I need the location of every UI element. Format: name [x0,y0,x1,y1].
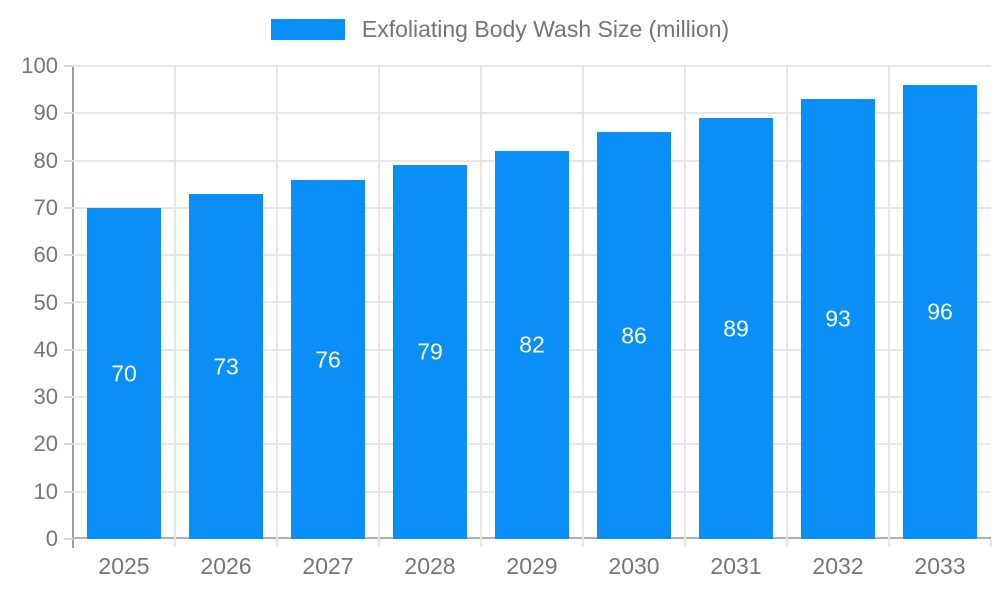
gridline-v [378,66,380,547]
x-tick-label: 2025 [98,553,150,579]
y-tick-label: 30 [33,384,58,409]
bar-value-label: 73 [213,353,239,379]
gridline-v [276,66,278,547]
legend-label: Exfoliating Body Wash Size (million) [361,16,730,42]
gridline-v [990,539,992,547]
bar-2027: 76 [291,180,365,539]
y-tick [64,302,73,304]
bar-2026: 73 [189,194,263,539]
plot-area: 70 73 76 79 82 86 89 93 96 [73,65,992,547]
y-tick-label: 40 [33,337,58,362]
x-tick-label: 2028 [404,553,456,579]
y-tick [64,160,73,162]
gridline-v [786,66,788,547]
bar-value-label: 70 [111,360,137,386]
gridline-h [73,112,991,114]
x-tick-label: 2030 [608,553,660,579]
y-axis-line [72,66,74,548]
y-tick-label: 80 [33,148,58,173]
y-tick-label: 50 [33,290,58,315]
y-tick-label: 20 [33,431,58,456]
bar-2028: 79 [393,165,467,539]
y-tick-label: 70 [33,195,58,220]
bar-2033: 96 [903,85,977,539]
bar-value-label: 96 [927,298,953,325]
bar-value-label: 89 [723,315,749,341]
gridline-v [684,66,686,547]
y-tick-label: 60 [33,242,58,267]
y-tick [64,443,73,445]
bar-value-label: 86 [621,322,647,348]
y-tick-label: 100 [21,53,58,78]
bar-2030: 86 [597,132,671,539]
bar-value-label: 93 [825,305,851,332]
y-tick [64,396,73,398]
bar-2025: 70 [87,208,161,539]
legend: Exfoliating Body Wash Size (million) [0,16,1000,43]
legend-swatch [270,19,345,40]
y-tick [64,254,73,256]
y-tick [64,112,73,114]
gridline-v [480,66,482,547]
x-tick-label: 2027 [302,553,354,579]
gridline-v [174,66,176,547]
y-tick-label: 0 [45,526,58,551]
gridline-v [888,66,890,547]
bar-2031: 89 [699,118,773,539]
gridline-v [582,66,584,547]
y-tick-label: 90 [33,100,58,125]
x-tick-label: 2033 [914,553,966,579]
bar-value-label: 82 [519,331,545,358]
y-tick [64,349,73,351]
x-tick-label: 2026 [200,553,252,579]
bar-value-label: 79 [417,338,443,365]
x-tick-label: 2032 [812,553,864,579]
y-tick [64,538,73,540]
y-tick [64,207,73,209]
bar-value-label: 76 [315,346,341,372]
x-tick-label: 2031 [710,553,762,579]
x-tick-label: 2029 [506,553,558,579]
bar-2032: 93 [801,99,875,539]
y-tick-label: 10 [33,479,58,504]
y-tick [64,491,73,493]
y-tick [64,65,73,67]
bar-2029: 82 [495,151,569,539]
gridline-h [73,65,991,67]
